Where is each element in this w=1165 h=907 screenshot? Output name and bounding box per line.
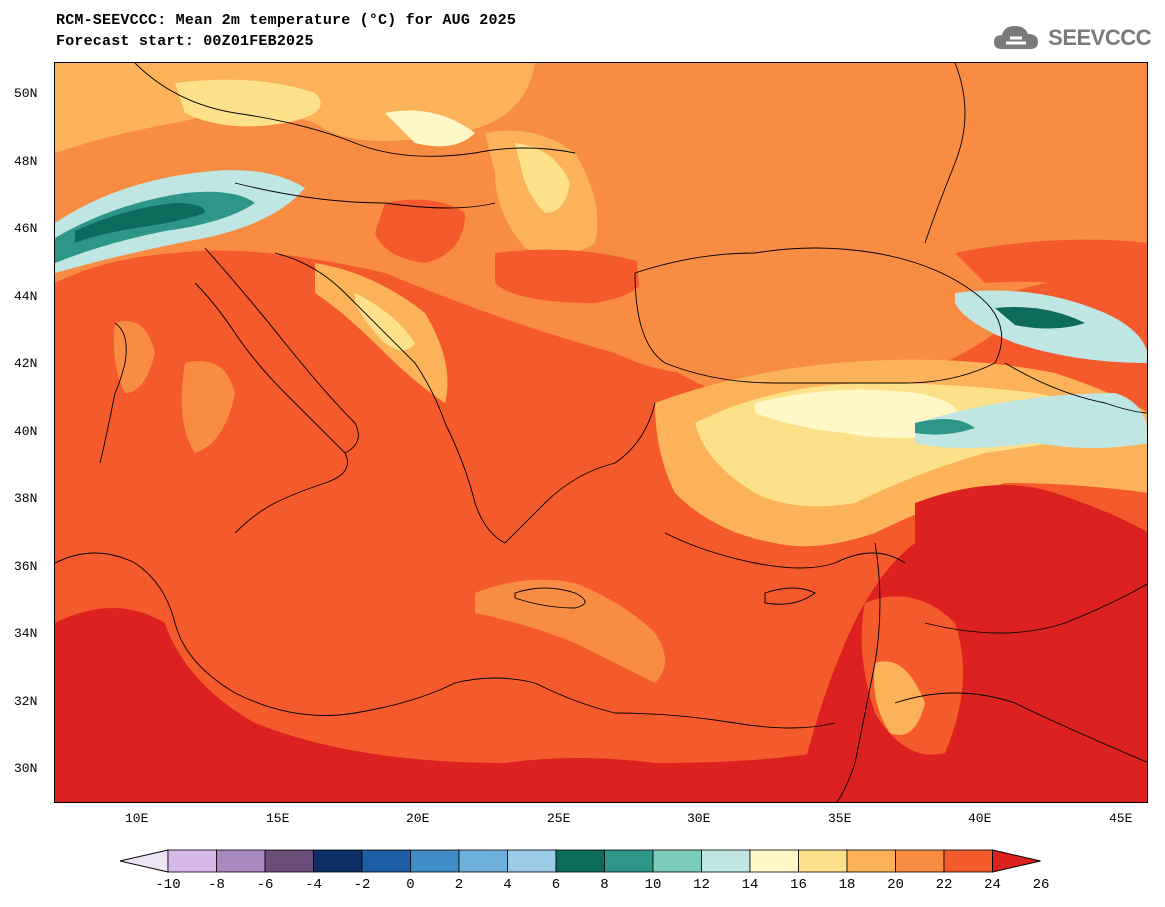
colorbar-over-arrow bbox=[992, 849, 1041, 873]
colorbar-swatch bbox=[167, 849, 217, 873]
colorbar-tick-label: 10 bbox=[645, 877, 662, 893]
lon-label: 45E bbox=[1109, 811, 1133, 826]
colorbar-swatch bbox=[264, 849, 314, 873]
colorbar-swatch bbox=[749, 849, 799, 873]
lon-label: 35E bbox=[828, 811, 852, 826]
colorbar-swatch bbox=[846, 849, 896, 873]
lat-label: 40N bbox=[14, 424, 38, 439]
lon-label: 25E bbox=[547, 811, 571, 826]
lon-label: 40E bbox=[968, 811, 992, 826]
eastern-anatolia-cool bbox=[915, 393, 1147, 448]
east-warm-fill bbox=[955, 239, 1147, 293]
eastern-anatolia-core bbox=[915, 419, 975, 435]
lat-label: 46N bbox=[14, 221, 38, 236]
colorbar-tick-label: -4 bbox=[305, 877, 322, 893]
lat-label: 42N bbox=[14, 356, 38, 371]
north-africa-hot-fill bbox=[55, 608, 815, 802]
colorbar-swatch bbox=[701, 849, 751, 873]
forecast-start-label: Forecast start: 00Z01FEB2025 bbox=[56, 33, 314, 50]
colorbar-swatch bbox=[604, 849, 654, 873]
map-canvas bbox=[55, 63, 1147, 802]
colorbar-swatch bbox=[798, 849, 848, 873]
cool-patch bbox=[175, 79, 321, 127]
balkan-fill bbox=[355, 293, 415, 351]
colorbar-swatch bbox=[555, 849, 605, 873]
lat-label: 38N bbox=[14, 491, 38, 506]
black-sea-fill bbox=[635, 225, 999, 403]
colorbar-tick-label: 8 bbox=[600, 877, 608, 893]
colorbar-swatch bbox=[458, 849, 508, 873]
colorbar-swatch bbox=[410, 849, 460, 873]
colorbar-swatch bbox=[652, 849, 702, 873]
alps-cold-core bbox=[55, 191, 255, 263]
colorbar-tick-label: -10 bbox=[155, 877, 180, 893]
colorbar-tick-label: 6 bbox=[552, 877, 560, 893]
lon-label: 20E bbox=[406, 811, 430, 826]
lat-label: 36N bbox=[14, 559, 38, 574]
corsica-fill bbox=[113, 321, 155, 393]
carpathian-fill bbox=[515, 143, 570, 213]
cool-patch bbox=[385, 110, 475, 147]
colorbar-tick-label: 16 bbox=[790, 877, 807, 893]
colorbar-tick-label: 2 bbox=[455, 877, 463, 893]
colorbar-tick-label: 0 bbox=[406, 877, 414, 893]
anatolian-cool-fill bbox=[755, 389, 960, 438]
lat-label: 30N bbox=[14, 761, 38, 776]
lat-label: 50N bbox=[14, 86, 38, 101]
caucasus-cold-core bbox=[995, 307, 1085, 329]
colorbar-tick-label: 18 bbox=[839, 877, 856, 893]
colorbar-tick-label: 4 bbox=[503, 877, 511, 893]
sea-orange-patch bbox=[475, 579, 665, 683]
alps-cold-core bbox=[75, 203, 205, 243]
colorbar-tick-label: -6 bbox=[257, 877, 274, 893]
lat-label: 34N bbox=[14, 626, 38, 641]
colorbar-tick-label: -8 bbox=[208, 877, 225, 893]
lat-label: 32N bbox=[14, 694, 38, 709]
colorbar-swatch bbox=[943, 849, 993, 873]
colorbar-tick-label: 12 bbox=[693, 877, 710, 893]
lat-label: 44N bbox=[14, 289, 38, 304]
temperature-map bbox=[54, 62, 1148, 803]
lon-label: 15E bbox=[266, 811, 290, 826]
colorbar-swatch bbox=[361, 849, 411, 873]
lon-label: 30E bbox=[687, 811, 711, 826]
lon-label: 10E bbox=[125, 811, 149, 826]
colorbar-under-arrow bbox=[119, 849, 169, 873]
danube-warm-fill bbox=[495, 249, 647, 303]
colorbar: -10 -8 -6 -4 -2 0 2 4 6 8 10 12 14 16 18 20 22 24 26 bbox=[119, 849, 1050, 893]
cloud-logo-icon bbox=[994, 26, 1039, 49]
levant-cool-fill bbox=[874, 661, 925, 735]
colorbar-swatch bbox=[216, 849, 266, 873]
apennine-fill bbox=[181, 361, 235, 453]
seevccc-logo: SEEVCCC bbox=[992, 18, 1151, 58]
lat-label: 48N bbox=[14, 154, 38, 169]
colorbar-tick-label: 14 bbox=[742, 877, 759, 893]
colorbar-tick-label: -2 bbox=[354, 877, 371, 893]
colorbar-tick-label: 24 bbox=[984, 877, 1001, 893]
pannonian-warm-fill bbox=[375, 199, 465, 263]
logo-text: SEEVCCC bbox=[1048, 25, 1151, 50]
colorbar-tick-label: 26 bbox=[1033, 877, 1050, 893]
coastline-lines bbox=[55, 63, 1147, 802]
map-title: RCM-SEEVCCC: Mean 2m temperature (°C) fo… bbox=[56, 12, 517, 29]
colorbar-swatch bbox=[313, 849, 363, 873]
colorbar-swatch bbox=[895, 849, 945, 873]
colorbar-swatch bbox=[507, 849, 557, 873]
colorbar-tick-label: 20 bbox=[887, 877, 904, 893]
colorbar-tick-label: 22 bbox=[936, 877, 953, 893]
